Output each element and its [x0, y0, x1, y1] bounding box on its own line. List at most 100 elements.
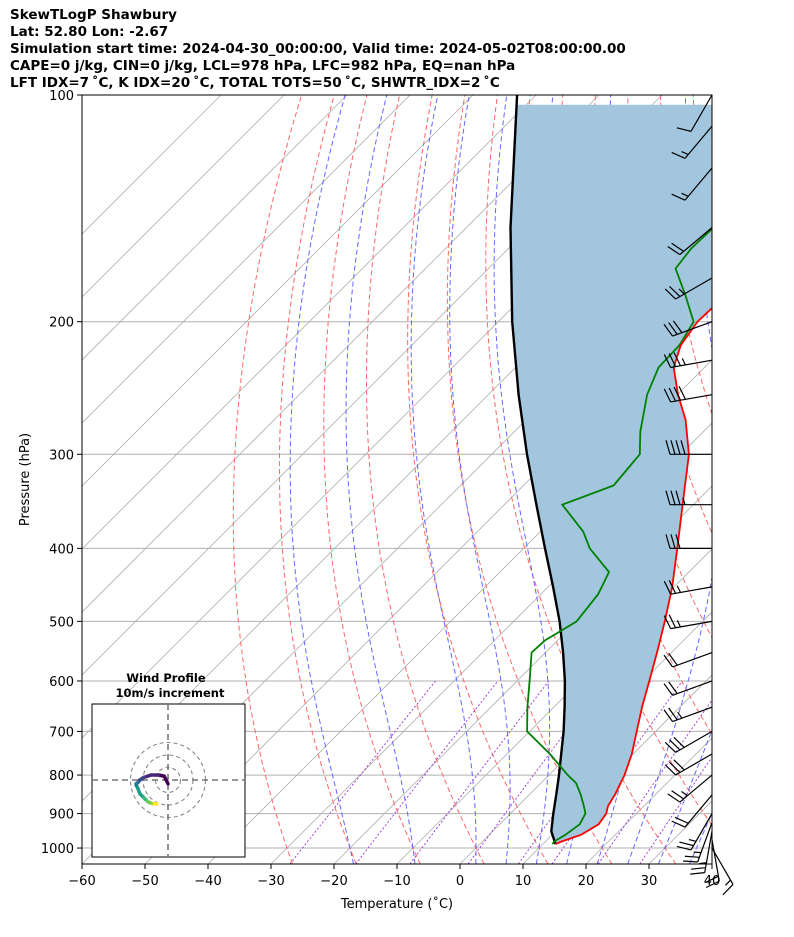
dry-adiabat — [365, 95, 485, 864]
wind-barb-staff — [711, 839, 720, 882]
wind-barb-flag — [663, 654, 674, 668]
wind-barb-flag — [664, 764, 677, 776]
dry-adiabat — [407, 95, 549, 864]
axis-layer: −60 −50 −40 −30 −20 −10 0 10 20 30 401000900800700… — [18, 89, 720, 912]
wind-barb-flag — [665, 534, 671, 549]
wind-barb-staff — [672, 321, 713, 337]
x-tick-label: −60 — [68, 874, 95, 889]
wind-barb-flag — [669, 739, 681, 751]
wind-barb-staff — [684, 794, 713, 828]
wind-barb-flag — [667, 793, 681, 803]
wind-barb-half-flag — [681, 192, 689, 197]
chart-header: SkewTLogP Shawbury Lat: 52.80 Lon: -2.67… — [10, 7, 626, 92]
wind-barb-staff — [670, 620, 713, 630]
wind-barb-flag — [668, 322, 678, 335]
wind-barb — [663, 352, 713, 369]
dry-adiabat — [278, 95, 357, 864]
isotherm — [333, 485, 712, 864]
wind-barb-staff — [690, 813, 713, 851]
x-tick-label: −20 — [320, 874, 347, 889]
wind-barb — [663, 320, 713, 337]
x-tick-label: −40 — [194, 874, 221, 889]
dry-adiabat — [758, 95, 794, 864]
wind-barb — [683, 822, 713, 863]
wind-barb-flag — [691, 867, 706, 870]
wind-barb-half-flag — [681, 791, 688, 797]
cape-shading — [510, 104, 712, 845]
dry-adiabat — [446, 95, 613, 864]
wind-barb-flag — [684, 855, 700, 858]
mixing-ratio-line — [639, 756, 712, 864]
wind-barb-flag — [673, 386, 682, 401]
x-tick-label: 20 — [578, 874, 595, 889]
x-tick-label: −30 — [257, 874, 284, 889]
wind-barb-half-flag — [678, 288, 685, 295]
wind-barb-staff — [690, 94, 713, 132]
wind-barb-staff — [670, 586, 713, 595]
isotherm — [144, 296, 712, 864]
dry-adiabat — [660, 95, 712, 416]
wind-barb-flag — [668, 387, 677, 402]
wind-barb-flag — [664, 288, 677, 300]
wind-barb — [665, 490, 712, 506]
mixing-ratio-line — [409, 680, 550, 864]
wind-barb-half-flag — [681, 358, 686, 366]
moist-adiabat — [658, 729, 712, 864]
wind-barb-flag — [672, 320, 683, 333]
wind-barb-half-flag — [699, 862, 707, 865]
wind-barb-flag — [663, 709, 674, 722]
wind-barb-flag — [690, 872, 705, 875]
moist-adiabat — [289, 95, 354, 864]
location-coordinates: Lat: 52.80 Lon: -2.67 — [10, 24, 169, 40]
wind-barb — [671, 167, 713, 201]
dry-adiabat — [232, 95, 303, 864]
wind-barb — [665, 440, 712, 455]
wind-barb-staff — [675, 753, 713, 776]
data-layer — [509, 95, 712, 845]
mixing-ratio-line — [467, 680, 604, 864]
wind-barb-half-flag — [676, 620, 682, 628]
wind-barb — [690, 831, 713, 875]
wind-barb-flag — [663, 323, 674, 337]
wind-barb-staff — [672, 651, 713, 668]
moist-adiabat — [449, 95, 511, 864]
wind-barb-flag — [668, 681, 678, 694]
wind-barb-staff — [704, 831, 713, 873]
wind-barb-staff — [672, 680, 713, 696]
moist-adiabat — [720, 95, 794, 864]
x-tick-label: 30 — [641, 874, 658, 889]
wind-barb — [705, 839, 720, 889]
wind-barb-flag — [683, 860, 698, 863]
wind-barb-half-flag — [677, 711, 683, 719]
wind-barb-flag — [670, 490, 676, 505]
wind-barb-half-flag — [693, 851, 702, 854]
wind-barb-flag — [668, 653, 678, 666]
y-tick-label: 500 — [49, 615, 74, 630]
simulation-times: Simulation start time: 2024-04-30_00:00:… — [10, 41, 626, 57]
temperature-profile-line — [555, 306, 712, 845]
wind-barb-flag — [722, 883, 734, 896]
isotherm — [711, 863, 712, 864]
wind-barbs — [663, 94, 734, 896]
wind-barb-flag — [671, 790, 684, 800]
wind-barb-flag — [675, 440, 681, 455]
wind-barb — [663, 385, 713, 403]
wind-barb-flag — [663, 388, 672, 403]
dewpoint-profile-line — [526, 227, 712, 845]
y-tick-label: 200 — [49, 316, 74, 331]
wind-barb-staff — [672, 706, 713, 723]
wind-barb-flag — [665, 440, 671, 455]
isotherm — [82, 95, 348, 361]
wind-barb-flag — [670, 534, 676, 549]
wind-barb-flag — [668, 353, 677, 367]
x-tick-label: 10 — [515, 874, 532, 889]
wind-barb-flag — [705, 880, 720, 889]
y-axis-label: Pressure (hPa) — [18, 433, 33, 526]
wind-barb-flag — [676, 127, 692, 132]
isotherm — [396, 548, 712, 864]
wind-barb-flag — [667, 245, 681, 256]
wind-barb-flag — [705, 875, 719, 884]
wind-barb — [676, 94, 713, 132]
wind-barb-flag — [675, 490, 681, 505]
